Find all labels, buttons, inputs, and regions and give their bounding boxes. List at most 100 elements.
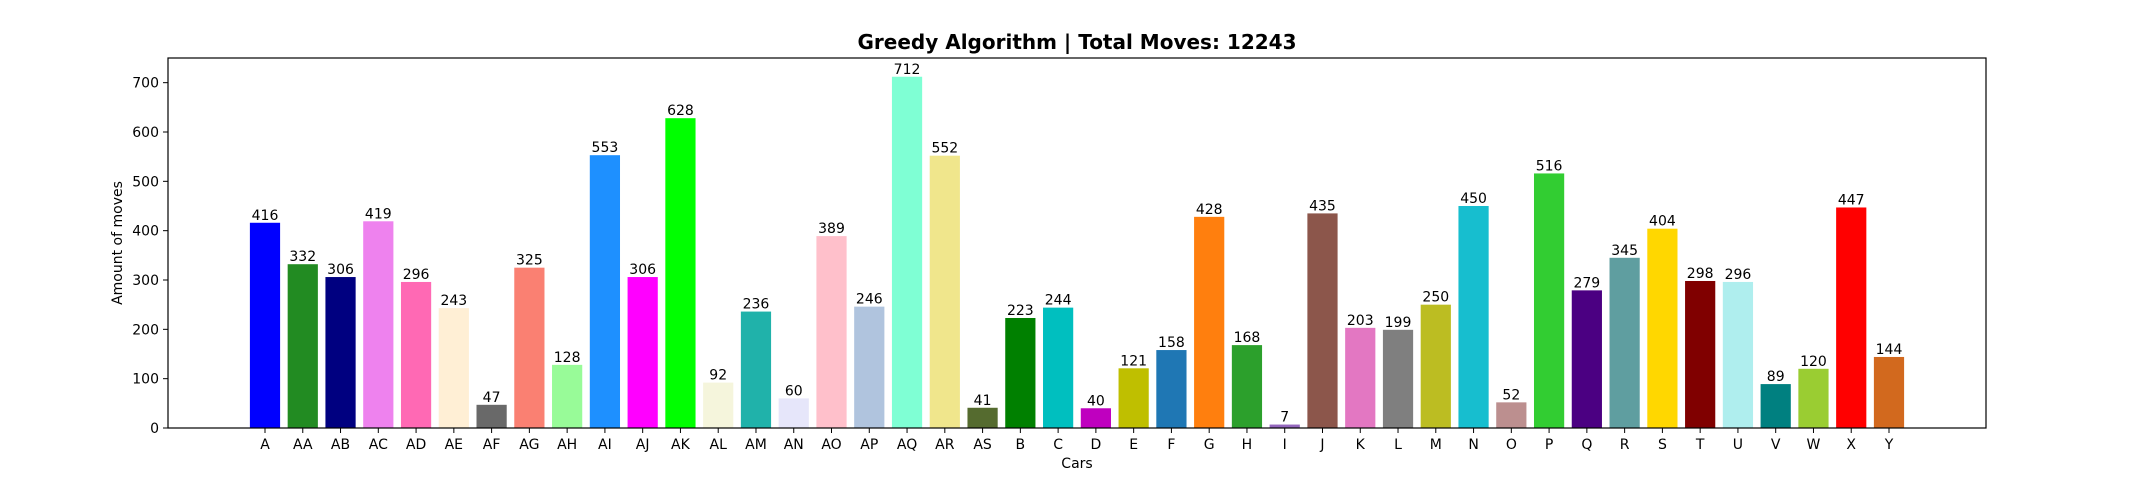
x-tick-label-aj: AJ: [636, 437, 650, 453]
x-tick-label-r: R: [1620, 437, 1630, 453]
data-label-l: 199: [1385, 315, 1412, 331]
x-tick-label-u: U: [1733, 437, 1743, 453]
data-label-ab: 306: [327, 262, 354, 278]
bar-am: [740, 311, 772, 428]
data-label-g: 428: [1196, 202, 1223, 218]
bar-ar: [929, 155, 960, 428]
x-tick-label-ap: AP: [860, 437, 878, 453]
data-label-ao: 389: [818, 221, 845, 237]
x-tick-label-ah: AH: [557, 437, 577, 453]
bar-m: [1420, 304, 1451, 428]
bar-h: [1231, 345, 1263, 428]
bar-t: [1685, 280, 1716, 428]
data-label-ar: 552: [931, 141, 958, 157]
x-tick-label-b: B: [1016, 437, 1026, 453]
bar-af: [476, 404, 507, 428]
data-label-d: 40: [1087, 393, 1105, 409]
data-label-j: 435: [1309, 198, 1336, 214]
x-tick-label-ak: AK: [671, 437, 691, 453]
bar-x: [1836, 207, 1867, 428]
bar-o: [1496, 402, 1527, 428]
x-tick-label-l: L: [1394, 437, 1402, 453]
x-tick-label-x: X: [1846, 437, 1856, 453]
data-label-a: 416: [252, 208, 279, 224]
bar-ah: [552, 364, 583, 428]
x-tick-label-s: S: [1658, 437, 1667, 453]
bar-aj: [627, 277, 658, 428]
x-tick-label-p: P: [1545, 437, 1553, 453]
x-tick-label-e: E: [1129, 437, 1138, 453]
bar-l: [1382, 329, 1414, 428]
x-tick-label-y: Y: [1884, 437, 1894, 453]
bar-ak: [665, 118, 696, 428]
x-tick-label-v: V: [1771, 437, 1781, 453]
bar-ac: [363, 221, 394, 428]
y-tick-label-200: 200: [132, 322, 159, 338]
bar-v: [1760, 384, 1791, 428]
bar-aq: [891, 76, 923, 428]
bar-g: [1194, 216, 1225, 428]
data-label-ak: 628: [667, 103, 694, 119]
data-label-aa: 332: [289, 249, 316, 265]
x-tick-label-ac: AC: [369, 437, 388, 453]
data-label-h: 168: [1234, 330, 1261, 346]
x-tick-label-ao: AO: [821, 437, 841, 453]
chart-title: Greedy Algorithm | Total Moves: 12243: [858, 30, 1297, 54]
data-label-as: 41: [974, 393, 992, 409]
bar-ao: [816, 236, 847, 428]
data-label-i: 7: [1280, 410, 1289, 426]
bar-ag: [514, 267, 545, 428]
data-label-r: 345: [1611, 243, 1638, 259]
x-tick-label-a: A: [260, 437, 270, 453]
data-label-ai: 553: [592, 140, 619, 156]
x-tick-label-i: I: [1283, 437, 1287, 453]
data-label-an: 60: [785, 383, 803, 399]
bar-f: [1156, 350, 1187, 428]
x-tick-label-am: AM: [745, 437, 767, 453]
y-axis: 0 100 200 300 400 500 600 700: [132, 76, 168, 437]
y-tick-label-300: 300: [132, 273, 159, 289]
data-label-t: 298: [1687, 266, 1714, 282]
data-label-aj: 306: [629, 262, 656, 278]
bar-k: [1345, 327, 1376, 428]
plot-frame: [167, 57, 1987, 429]
x-tick-label-aq: AQ: [897, 437, 917, 453]
data-label-p: 516: [1536, 158, 1563, 174]
bar-ae: [438, 308, 469, 428]
x-tick-label-g: G: [1204, 437, 1215, 453]
x-tick-label-ai: AI: [598, 437, 612, 453]
bars-group: 416 332 306 419 296 243 47 325 128 553 306 628 92 236…: [249, 62, 1905, 428]
y-tick-label-700: 700: [132, 76, 159, 92]
bar-p: [1533, 173, 1565, 428]
x-tick-label-as: AS: [973, 437, 992, 453]
x-tick-label-al: AL: [710, 437, 728, 453]
data-label-ah: 128: [554, 350, 581, 366]
data-label-s: 404: [1649, 214, 1676, 230]
bar-y: [1873, 356, 1905, 428]
x-tick-label-ab: AB: [331, 437, 350, 453]
x-tick-label-j: J: [1319, 437, 1324, 453]
y-tick-label-400: 400: [132, 224, 159, 240]
bar-i: [1269, 424, 1300, 428]
x-tick-label-f: F: [1167, 437, 1175, 453]
bar-w: [1798, 368, 1829, 428]
data-label-y: 144: [1876, 342, 1903, 358]
bar-q: [1571, 290, 1602, 428]
x-axis-label: Cars: [1061, 456, 1092, 472]
data-label-ae: 243: [440, 293, 467, 309]
x-tick-label-af: AF: [483, 437, 501, 453]
data-label-u: 296: [1725, 267, 1752, 283]
x-axis: A AA AB AC AD AE AF AG AH AI AJ AK AL AM AN AO AP AQ AR AS B…: [260, 428, 1894, 453]
bar-an: [778, 398, 809, 428]
bar-d: [1080, 408, 1111, 428]
bar-a: [249, 222, 281, 428]
data-label-af: 47: [483, 390, 501, 406]
data-label-q: 279: [1573, 275, 1600, 291]
y-tick-label-500: 500: [132, 174, 159, 190]
x-tick-label-n: N: [1468, 437, 1478, 453]
data-label-o: 52: [1502, 387, 1520, 403]
bar-s: [1647, 228, 1678, 428]
x-tick-label-ae: AE: [445, 437, 463, 453]
x-tick-label-ar: AR: [935, 437, 955, 453]
